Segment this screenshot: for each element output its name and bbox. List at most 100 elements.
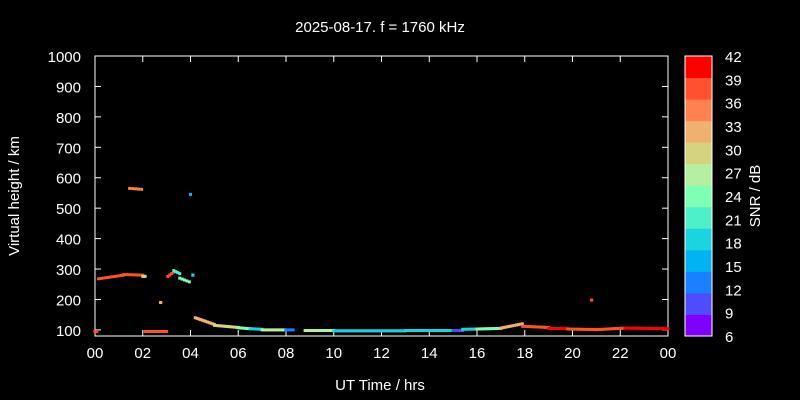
data-point [150,329,154,333]
data-point [520,324,524,328]
data-point [347,329,351,333]
data-point [280,328,284,332]
data-point [509,324,513,328]
data-point [594,328,598,332]
colorbar-band [685,228,712,251]
data-point [178,276,182,280]
data-point [364,329,368,333]
data-point [334,329,338,333]
data-point [383,329,387,333]
data-point [638,326,642,330]
data-point [560,327,564,331]
y-tick-label: 1000 [48,49,81,66]
data-point [612,327,616,331]
data-point [260,328,264,332]
data-point [126,273,130,277]
data-point [447,329,451,333]
colorbar-band [685,99,712,122]
data-point [332,329,336,333]
data-point [465,327,469,331]
data-point [229,325,233,329]
data-point [252,327,256,331]
data-point [424,329,428,333]
colorbar-tick-label: 27 [725,166,742,183]
chart-title: 2025-08-17. f = 1760 kHz [295,19,465,36]
data-point [134,273,138,277]
data-point [422,329,426,333]
data-point [518,322,522,326]
data-point [246,327,250,331]
data-point [189,192,192,196]
data-point [477,327,481,331]
data-point [222,324,226,328]
data-point [495,326,499,330]
data-point [248,327,252,331]
data-point [458,329,462,333]
colorbar-band [685,206,712,229]
data-point [153,329,157,333]
data-point [254,327,258,331]
data-point [345,329,349,333]
data-point [566,327,570,331]
data-point [214,324,218,328]
data-point [564,327,568,331]
data-point [660,327,664,331]
x-tick-label: 06 [230,345,247,362]
data-point [505,325,509,329]
data-point [143,329,147,333]
data-point [568,327,572,331]
data-point [166,274,170,278]
data-point [535,325,539,329]
data-point [655,327,659,331]
data-point [174,270,178,274]
data-point [598,327,602,331]
data-point [515,323,519,327]
x-tick-label: 08 [278,345,295,362]
data-point [651,326,655,330]
data-point [277,328,281,332]
data-point [623,326,627,330]
data-point [354,329,358,333]
x-tick-label: 20 [564,345,581,362]
data-point [172,269,176,273]
data-point [343,329,347,333]
data-point [282,328,286,332]
data-point [621,326,625,330]
data-point [434,329,438,333]
x-tick-label: 00 [87,345,104,362]
data-point [258,327,262,331]
data-point [428,329,432,333]
data-point [573,327,577,331]
data-point [547,326,551,330]
data-point [659,327,663,331]
data-point [440,329,444,333]
data-point [351,329,355,333]
data-point [193,316,197,320]
colorbar-tick-label: 18 [725,236,742,253]
data-point [202,319,206,323]
data-point [392,329,396,333]
data-point [320,329,324,333]
y-tick-label: 700 [56,140,81,157]
data-point [238,326,242,330]
data-point [368,329,372,333]
data-point [610,327,614,331]
data-point [168,273,172,277]
x-tick-label: 00 [660,345,677,362]
data-point [234,325,238,329]
data-point [209,321,213,325]
data-point [617,326,621,330]
data-point [339,329,343,333]
data-point [461,327,465,331]
data-point [108,275,112,279]
data-point [225,324,229,328]
data-point [634,326,638,330]
data-point [362,329,366,333]
data-point [627,326,631,330]
data-point [552,326,556,330]
data-point [653,327,657,331]
data-point [596,328,600,332]
plot-area: 00 02 04 06 08 10 12 14 16 18 20 22 00 100 200 300 400 50… [48,49,677,362]
data-point [492,327,496,331]
colorbar-band [685,271,712,294]
